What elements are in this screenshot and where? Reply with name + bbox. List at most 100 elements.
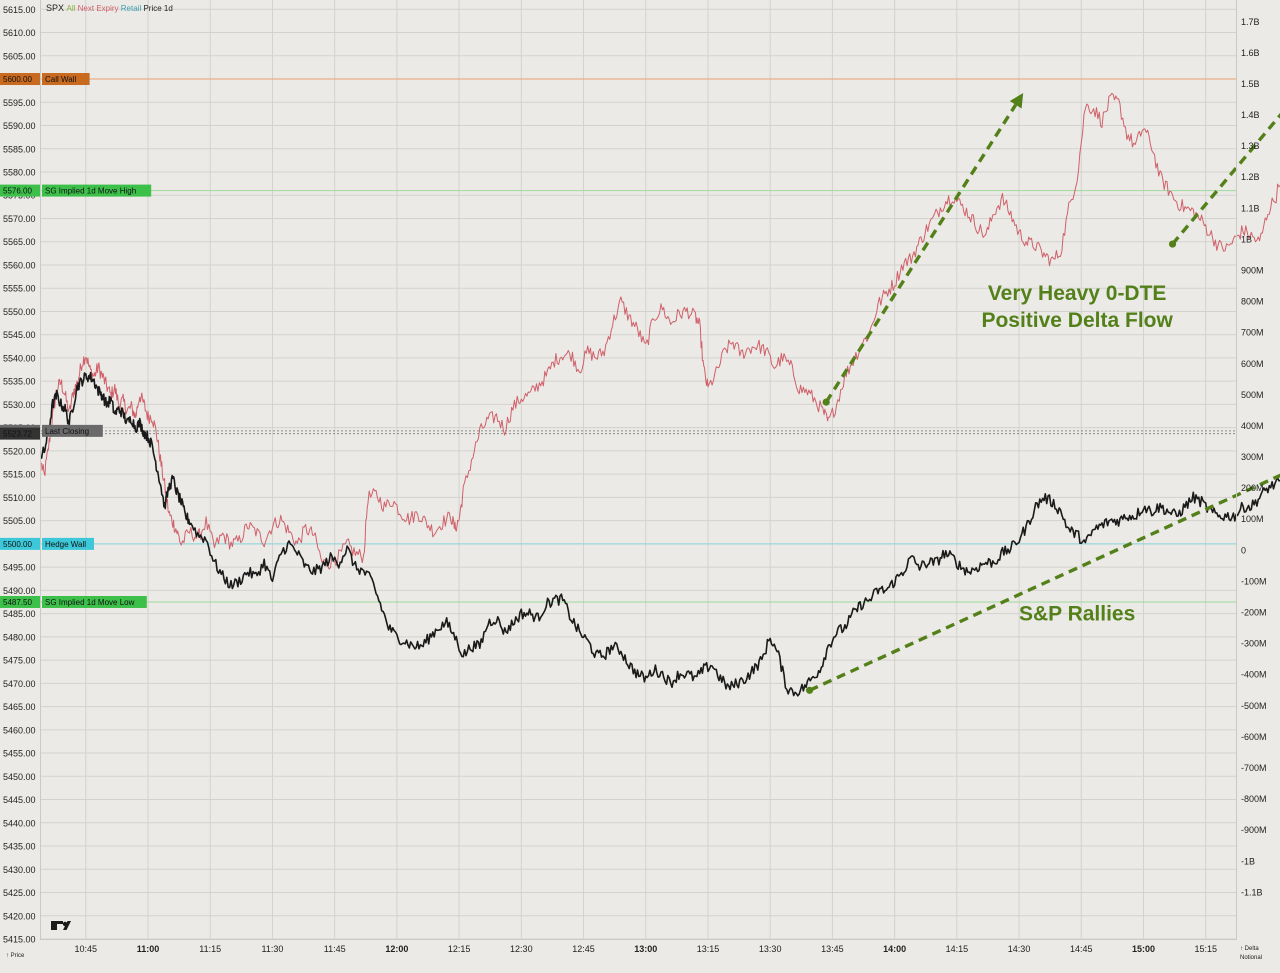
x-tick-label-13-30: 13:30 xyxy=(759,944,782,954)
right-tick-label-600m: -600M xyxy=(1241,732,1267,742)
left-tick-label-5445-00: 5445.00 xyxy=(3,795,36,805)
trend-arrow-2 xyxy=(1168,112,1280,248)
right-tick-label-1b: 1B xyxy=(1241,234,1252,244)
right-tick-label-1-1b: 1.1B xyxy=(1241,203,1260,213)
left-tick-label-5585-00: 5585.00 xyxy=(3,144,36,154)
right-tick-label-400m: -400M xyxy=(1241,670,1267,680)
arrow-shaft xyxy=(1171,112,1280,246)
level-label-text: SG Implied 1d Move High xyxy=(45,187,136,196)
annotation-s-p-rallies: S&P Rallies xyxy=(1019,603,1135,626)
left-tick-label-5610-00: 5610.00 xyxy=(3,28,36,38)
left-tick-label-5460-00: 5460.00 xyxy=(3,725,36,735)
left-tick-label-5480-00: 5480.00 xyxy=(3,632,36,642)
level-value-box xyxy=(0,184,40,197)
x-tick-label-12-45: 12:45 xyxy=(572,944,595,954)
right-tick-label-500m: 500M xyxy=(1241,390,1264,400)
level-label-box xyxy=(42,424,103,437)
legend-item-retail[interactable]: Retail xyxy=(121,4,144,13)
annotation-positive-delta-flow: Positive Delta Flow xyxy=(981,309,1173,332)
right-tick-label-900m: 900M xyxy=(1241,266,1264,276)
x-tick-label-12-15: 12:15 xyxy=(448,944,471,954)
level-value-text: 5600.00 xyxy=(3,75,32,84)
arrow-head xyxy=(1009,93,1024,109)
arrow-shaft xyxy=(824,103,1018,404)
legend-item-next-expiry[interactable]: Next Expiry xyxy=(78,4,121,13)
level-label-text: Call Wall xyxy=(45,75,76,84)
left-tick-label-5485-00: 5485.00 xyxy=(3,609,36,619)
right-tick-label-500m: -500M xyxy=(1241,701,1267,711)
legend-item-1d[interactable]: 1d xyxy=(164,4,173,13)
level-badges: 5600.00 Call Wall 5576.00 SG Implied 1d Mov… xyxy=(0,73,152,608)
level-lines xyxy=(41,78,1236,603)
tradingview-logo-icon[interactable] xyxy=(51,921,71,930)
right-axis-label-line1: ↑ Delta xyxy=(1240,946,1259,952)
x-tick-label-15-15: 15:15 xyxy=(1194,944,1217,954)
level-value-text: 5523.72 xyxy=(3,430,32,439)
left-tick-label-5570-00: 5570.00 xyxy=(3,214,36,224)
level-badge-hedge-wall: 5500.00 Hedge Wall xyxy=(0,537,94,550)
horizontal-gridlines xyxy=(41,8,1236,940)
right-tick-label-0: 0 xyxy=(1241,545,1246,555)
right-tick-label-1-2b: 1.2B xyxy=(1241,172,1260,182)
legend-item-all[interactable]: All xyxy=(67,4,78,13)
left-tick-label-5545-00: 5545.00 xyxy=(3,330,36,340)
svg-text:SPX All Next Expiry Retail: SPX All Next Expiry Retail Price 1d xyxy=(46,3,173,13)
level-value-text: 5576.00 xyxy=(3,187,32,196)
left-tick-label-5465-00: 5465.00 xyxy=(3,702,36,712)
level-label-box xyxy=(42,184,152,197)
level-label-text: Hedge Wall xyxy=(45,540,86,549)
level-label-text: SG Implied 1d Move Low xyxy=(45,598,135,607)
legend-item-price[interactable]: Price xyxy=(143,4,163,13)
left-axis-label: ↑ Price xyxy=(6,953,25,959)
left-tick-label-5580-00: 5580.00 xyxy=(3,167,36,177)
left-tick-label-5455-00: 5455.00 xyxy=(3,749,36,759)
level-badge-call-wall: 5600.00 Call Wall xyxy=(0,73,90,86)
right-tick-label-100m: 100M xyxy=(1241,514,1264,524)
left-tick-label-5495-00: 5495.00 xyxy=(3,563,36,573)
x-tick-label-11-30: 11:30 xyxy=(262,944,284,954)
left-tick-label-5420-00: 5420.00 xyxy=(3,911,36,921)
left-tick-label-5555-00: 5555.00 xyxy=(3,284,36,294)
right-tick-label-1-4b: 1.4B xyxy=(1241,110,1260,120)
x-tick-label-14-15: 14:15 xyxy=(946,944,969,954)
right-axis-ticks: 1.7B 1.6B 1.5B 1.4B 1.3B 1.2B 1.1B 1B 900M 800M 70… xyxy=(1241,17,1267,898)
legend: SPX All Next Expiry Retail Price 1d xyxy=(46,3,173,13)
left-tick-label-5440-00: 5440.00 xyxy=(3,818,36,828)
arrow-shaft xyxy=(808,473,1280,692)
right-tick-label-1b: -1B xyxy=(1241,856,1255,866)
right-tick-label-200m: -200M xyxy=(1241,608,1267,618)
level-value-text: 5487.50 xyxy=(3,598,32,607)
series-line-next-expiry xyxy=(40,92,1280,570)
x-tick-label-15-00: 15:00 xyxy=(1132,944,1155,954)
left-tick-label-5505-00: 5505.00 xyxy=(3,516,36,526)
right-tick-label-600m: 600M xyxy=(1241,359,1264,369)
series-lines xyxy=(40,92,1280,697)
arrow-tail-dot xyxy=(822,398,830,406)
level-value-box xyxy=(0,73,40,86)
right-tick-label-300m: 300M xyxy=(1241,452,1264,462)
x-tick-label-12-30: 12:30 xyxy=(510,944,533,954)
x-tick-label-12-00: 12:00 xyxy=(385,944,408,954)
trend-arrow-1 xyxy=(822,93,1024,406)
left-tick-label-5595-00: 5595.00 xyxy=(3,98,36,108)
level-value-box xyxy=(0,595,40,608)
left-tick-label-5540-00: 5540.00 xyxy=(3,353,36,363)
x-tick-label-10-45: 10:45 xyxy=(75,944,98,954)
right-tick-label-1-1b: -1.1B xyxy=(1241,887,1263,897)
left-tick-label-5590-00: 5590.00 xyxy=(3,121,36,131)
trend-arrow-3 xyxy=(805,473,1280,694)
level-badge-last-price: 5523.72 xyxy=(0,427,40,440)
right-tick-label-1-5b: 1.5B xyxy=(1241,79,1260,89)
level-badge-sg-implied-1d-move-low: 5487.50 SG Implied 1d Move Low xyxy=(0,595,147,608)
left-tick-label-5415-00: 5415.00 xyxy=(3,935,36,945)
left-tick-label-5535-00: 5535.00 xyxy=(3,377,36,387)
x-axis-ticks: 10:45 11:00 11:15 11:30 11:45 12:00 12:15 12:30… xyxy=(75,944,1217,954)
right-tick-label-700m: -700M xyxy=(1241,763,1267,773)
right-axis-label-line2: Notional xyxy=(1240,955,1262,961)
left-tick-label-5470-00: 5470.00 xyxy=(3,679,36,689)
x-tick-label-11-15: 11:15 xyxy=(199,944,221,954)
left-tick-label-5560-00: 5560.00 xyxy=(3,260,36,270)
x-tick-label-13-00: 13:00 xyxy=(634,944,657,954)
left-axis-ticks: 5615.00 5610.00 5605.00 5600.00 5595.00 5590.… xyxy=(3,5,36,945)
